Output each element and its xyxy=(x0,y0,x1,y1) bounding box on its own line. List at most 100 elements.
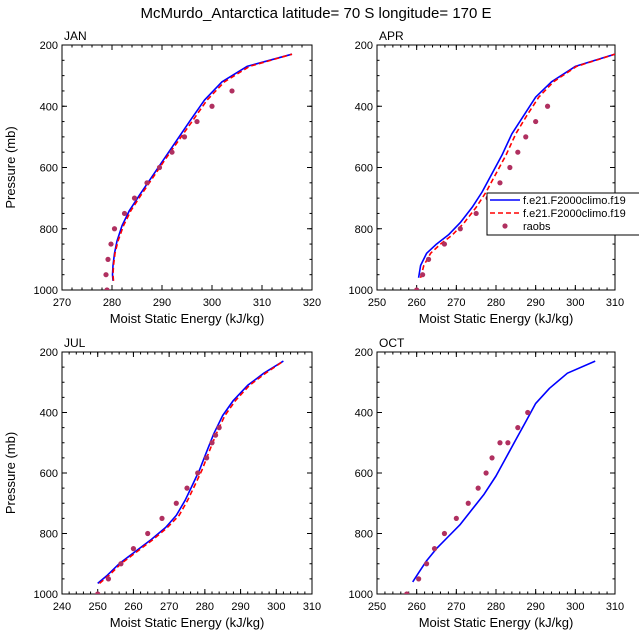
y-tick-label: 800 xyxy=(40,529,58,541)
x-tick-label: 290 xyxy=(526,297,544,309)
plot-frame xyxy=(376,351,616,595)
panel-label: JAN xyxy=(64,29,87,43)
x-tick-label: 270 xyxy=(160,601,178,613)
raobs-point xyxy=(105,576,112,582)
raobs-point xyxy=(195,470,201,476)
x-tick-label: 240 xyxy=(53,601,71,613)
raobs-point xyxy=(525,409,531,416)
x-tick-label: 270 xyxy=(447,297,465,309)
model-line-solid xyxy=(97,360,284,585)
raobs-point xyxy=(497,180,503,186)
x-tick-label: 280 xyxy=(487,297,505,309)
raobs-point xyxy=(121,210,128,217)
plot-frame xyxy=(61,44,313,291)
raobs-point xyxy=(497,440,503,446)
y-tick-label: 400 xyxy=(40,101,58,113)
x-tick-label: 310 xyxy=(606,297,624,309)
x-tick-label: 280 xyxy=(487,601,505,613)
y-tick-label: 200 xyxy=(40,347,58,359)
y-tick-label: 1000 xyxy=(349,285,373,297)
raobs-point xyxy=(108,241,114,247)
x-axis-label: Moist Static Energy (kJ/kg) xyxy=(110,615,265,630)
x-tick-label: 280 xyxy=(196,601,214,613)
plot-area xyxy=(95,360,284,594)
raobs-point xyxy=(216,425,222,431)
raobs-point xyxy=(457,226,463,232)
raobs-point xyxy=(131,195,138,201)
y-tick-label: 400 xyxy=(355,101,373,113)
x-tick-label: 300 xyxy=(203,297,221,309)
raobs-point xyxy=(111,226,118,232)
y-tick-label: 400 xyxy=(355,408,373,420)
panel-label: JUL xyxy=(64,336,86,350)
raobs-point xyxy=(184,485,190,491)
raobs-point xyxy=(505,440,511,446)
raobs-point xyxy=(425,256,432,262)
y-tick-label: 200 xyxy=(355,347,373,359)
raobs-point xyxy=(473,210,479,217)
raobs-point xyxy=(441,241,448,247)
x-tick-label: 290 xyxy=(153,297,171,309)
model-line-dashed xyxy=(112,53,293,281)
x-tick-label: 260 xyxy=(124,601,142,613)
raobs-point xyxy=(483,470,489,476)
raobs-point xyxy=(441,530,448,537)
raobs-point xyxy=(523,134,529,140)
raobs-point xyxy=(229,88,235,94)
raobs-point xyxy=(453,515,459,521)
y-tick-label: 800 xyxy=(355,529,373,541)
raobs-point xyxy=(159,515,165,521)
x-tick-label: 270 xyxy=(447,601,465,613)
x-tick-label: 250 xyxy=(89,601,107,613)
raobs-point xyxy=(423,561,430,567)
raobs-point xyxy=(204,455,210,461)
x-tick-label: 300 xyxy=(566,297,584,309)
legend: f.e21.F2000climo.f19f.e21.F2000climo.f19… xyxy=(486,192,639,236)
y-tick-label: 1000 xyxy=(34,589,58,601)
plot-area xyxy=(404,360,596,594)
y-tick-label: 600 xyxy=(40,468,58,480)
x-tick-label: 300 xyxy=(267,601,285,613)
x-tick-label: 310 xyxy=(303,601,321,613)
raobs-point xyxy=(420,272,426,278)
raobs-point xyxy=(515,425,521,431)
x-tick-label: 250 xyxy=(368,297,386,309)
x-tick-label: 290 xyxy=(231,601,249,613)
y-tick-label: 200 xyxy=(355,40,373,52)
raobs-point xyxy=(118,561,124,567)
raobs-point xyxy=(416,576,422,582)
raobs-point xyxy=(414,287,420,290)
model-line-dashed xyxy=(98,360,284,585)
raobs-point xyxy=(544,103,551,109)
y-axis-label: Pressure (mb) xyxy=(3,432,18,514)
raobs-point xyxy=(475,485,481,491)
x-tick-label: 260 xyxy=(407,297,425,309)
raobs-point xyxy=(130,546,137,552)
panel-jan: JAN 270 280 290 300 310 320 200 400 600 800 1000 Moi… xyxy=(3,29,321,326)
y-tick-label: 1000 xyxy=(349,589,373,601)
y-tick-label: 1000 xyxy=(34,285,58,297)
model-line-solid xyxy=(412,360,596,583)
raobs-point xyxy=(209,103,215,109)
figure-title: McMurdo_Antarctica latitude= 70 S longit… xyxy=(140,5,491,22)
panel-oct: OCT 250 260 270 280 290 300 310 200 400 600 800 1000… xyxy=(349,336,625,630)
legend-label: f.e21.F2000climo.f19 xyxy=(523,208,626,220)
y-tick-label: 600 xyxy=(40,163,58,175)
y-tick-label: 400 xyxy=(40,408,58,420)
raobs-point xyxy=(431,546,438,552)
raobs-point xyxy=(95,591,101,594)
plot-frame xyxy=(61,351,313,595)
raobs-point xyxy=(489,455,495,461)
y-tick-label: 600 xyxy=(355,163,373,175)
raobs-point xyxy=(533,118,539,125)
raobs-point xyxy=(169,149,175,155)
raobs-point xyxy=(156,164,163,171)
x-tick-label: 250 xyxy=(368,601,386,613)
raobs-point xyxy=(144,180,150,186)
x-tick-label: 320 xyxy=(303,297,321,309)
legend-marker xyxy=(502,223,508,229)
y-tick-label: 800 xyxy=(355,224,373,236)
raobs-point xyxy=(209,440,215,446)
raobs-point xyxy=(465,500,471,506)
plot-area xyxy=(414,53,615,290)
